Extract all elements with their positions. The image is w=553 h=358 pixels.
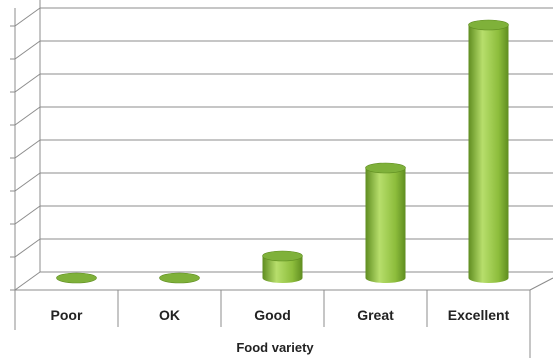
gridline [10,7,553,27]
category-label: Poor [51,307,83,323]
bar [365,162,406,283]
gridline [10,205,553,225]
gridline [10,73,553,93]
gridline [10,106,553,126]
bar [159,272,200,284]
bar [468,19,509,283]
gridline [10,139,553,159]
category-axis: Poor OK Good Great Excellent [14,290,531,358]
category-label: OK [159,307,180,323]
bars [56,19,509,284]
gridlines [10,0,553,330]
x-axis-title: Food variety [236,340,314,355]
category-label: Great [357,307,394,323]
gridline [10,172,553,192]
bar [262,250,303,283]
floor-right-edge [529,277,553,291]
gridline [10,238,553,258]
category-label: Good [254,307,291,323]
gridline [10,40,553,60]
bar [56,272,97,284]
category-label: Excellent [448,307,510,323]
